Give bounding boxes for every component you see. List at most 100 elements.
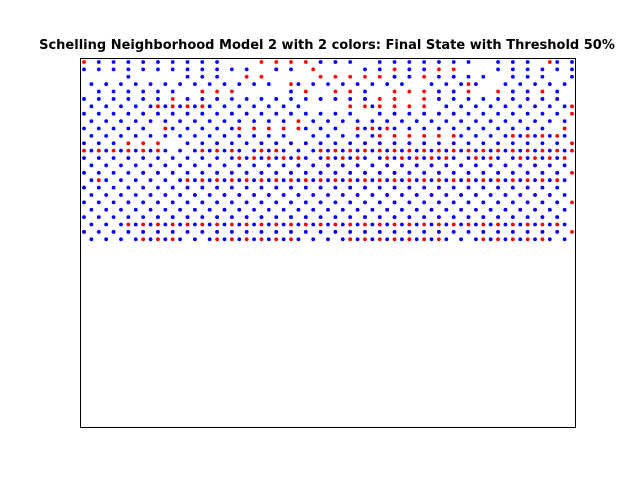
agent-point-a	[562, 156, 567, 160]
agent-point-b	[400, 163, 404, 168]
agent-point-b	[518, 119, 523, 123]
agent-point-b	[503, 178, 508, 183]
agent-point-b	[252, 133, 256, 138]
agent-point-b	[281, 148, 286, 153]
agent-point-b	[459, 148, 463, 153]
agent-point-b	[318, 141, 323, 146]
agent-point-b	[348, 230, 353, 234]
agent-point-b	[555, 230, 560, 234]
agent-point-b	[407, 185, 412, 190]
agent-point-b	[318, 215, 323, 220]
agent-point-b	[237, 178, 242, 183]
agent-point-b	[281, 133, 286, 138]
agent-point-a	[296, 119, 301, 123]
agent-point-b	[407, 230, 412, 234]
agent-point-a	[274, 222, 279, 227]
agent-point-b	[503, 82, 508, 87]
agent-point-a	[481, 222, 486, 227]
agent-point-b	[562, 237, 567, 242]
agent-point-b	[133, 178, 138, 183]
agent-point-a	[429, 156, 434, 160]
agent-point-b	[193, 222, 197, 227]
agent-point-a	[481, 178, 486, 183]
agent-point-b	[281, 104, 286, 109]
agent-point-b	[141, 67, 146, 72]
agent-point-b	[303, 185, 308, 190]
agent-point-a	[510, 222, 515, 227]
agent-point-a	[392, 104, 397, 109]
agent-point-b	[377, 230, 382, 234]
agent-point-a	[259, 60, 264, 64]
agent-point-b	[156, 215, 160, 220]
agent-point-a	[407, 178, 412, 183]
agent-point-b	[422, 215, 427, 220]
agent-point-b	[437, 170, 441, 175]
agent-point-a	[496, 148, 500, 153]
agent-point-a	[311, 67, 316, 72]
agent-point-b	[170, 215, 175, 220]
agent-point-b	[119, 193, 123, 197]
agent-point-b	[370, 148, 375, 153]
agent-point-b	[163, 163, 168, 168]
agent-point-b	[141, 215, 146, 220]
agent-point-b	[422, 230, 427, 234]
agent-point-b	[274, 230, 279, 234]
agent-point-b	[466, 111, 471, 116]
agent-point-b	[547, 119, 552, 123]
agent-point-b	[126, 97, 131, 101]
agent-point-b	[496, 126, 500, 131]
agent-point-b	[525, 141, 530, 146]
agent-point-b	[252, 148, 256, 153]
agent-point-a	[525, 222, 530, 227]
agent-point-b	[215, 230, 219, 234]
agent-point-b	[82, 126, 86, 131]
agent-point-b	[266, 222, 271, 227]
agent-point-b	[407, 141, 412, 146]
agent-point-b	[170, 156, 175, 160]
agent-point-b	[244, 156, 249, 160]
agent-point-a	[96, 178, 101, 183]
agent-point-a	[473, 156, 478, 160]
agent-point-a	[82, 148, 86, 153]
agent-point-b	[281, 222, 286, 227]
agent-point-b	[104, 178, 109, 183]
agent-point-b	[377, 141, 382, 146]
agent-point-b	[326, 133, 330, 138]
agent-point-b	[229, 170, 234, 175]
agent-point-a	[377, 74, 382, 79]
agent-point-b	[385, 178, 390, 183]
agent-point-a	[510, 133, 515, 138]
agent-point-a	[126, 141, 131, 146]
agent-point-b	[303, 141, 308, 146]
agent-point-b	[259, 97, 264, 101]
agent-point-b	[377, 60, 382, 64]
agent-point-b	[437, 200, 441, 205]
agent-point-b	[156, 156, 160, 160]
agent-point-b	[363, 200, 367, 205]
agent-point-b	[193, 104, 197, 109]
agent-point-b	[444, 119, 449, 123]
agent-point-a	[363, 148, 367, 153]
agent-point-b	[96, 126, 101, 131]
agent-point-b	[156, 67, 160, 72]
agent-point-b	[311, 163, 316, 168]
agent-point-b	[547, 222, 552, 227]
agent-point-a	[296, 126, 301, 131]
agent-point-b	[355, 82, 360, 87]
agent-point-b	[215, 60, 219, 64]
agent-point-a	[244, 222, 249, 227]
agent-point-a	[466, 82, 471, 87]
agent-point-b	[237, 163, 242, 168]
agent-point-b	[481, 230, 486, 234]
agent-point-a	[407, 237, 412, 242]
agent-point-b	[215, 141, 219, 146]
agent-point-a	[422, 74, 427, 79]
agent-point-b	[163, 82, 168, 87]
agent-point-b	[437, 141, 441, 146]
agent-point-b	[385, 119, 390, 123]
agent-point-b	[229, 230, 234, 234]
agent-point-b	[496, 111, 500, 116]
agent-point-b	[237, 82, 242, 87]
agent-point-b	[296, 178, 301, 183]
agent-point-a	[570, 230, 574, 234]
